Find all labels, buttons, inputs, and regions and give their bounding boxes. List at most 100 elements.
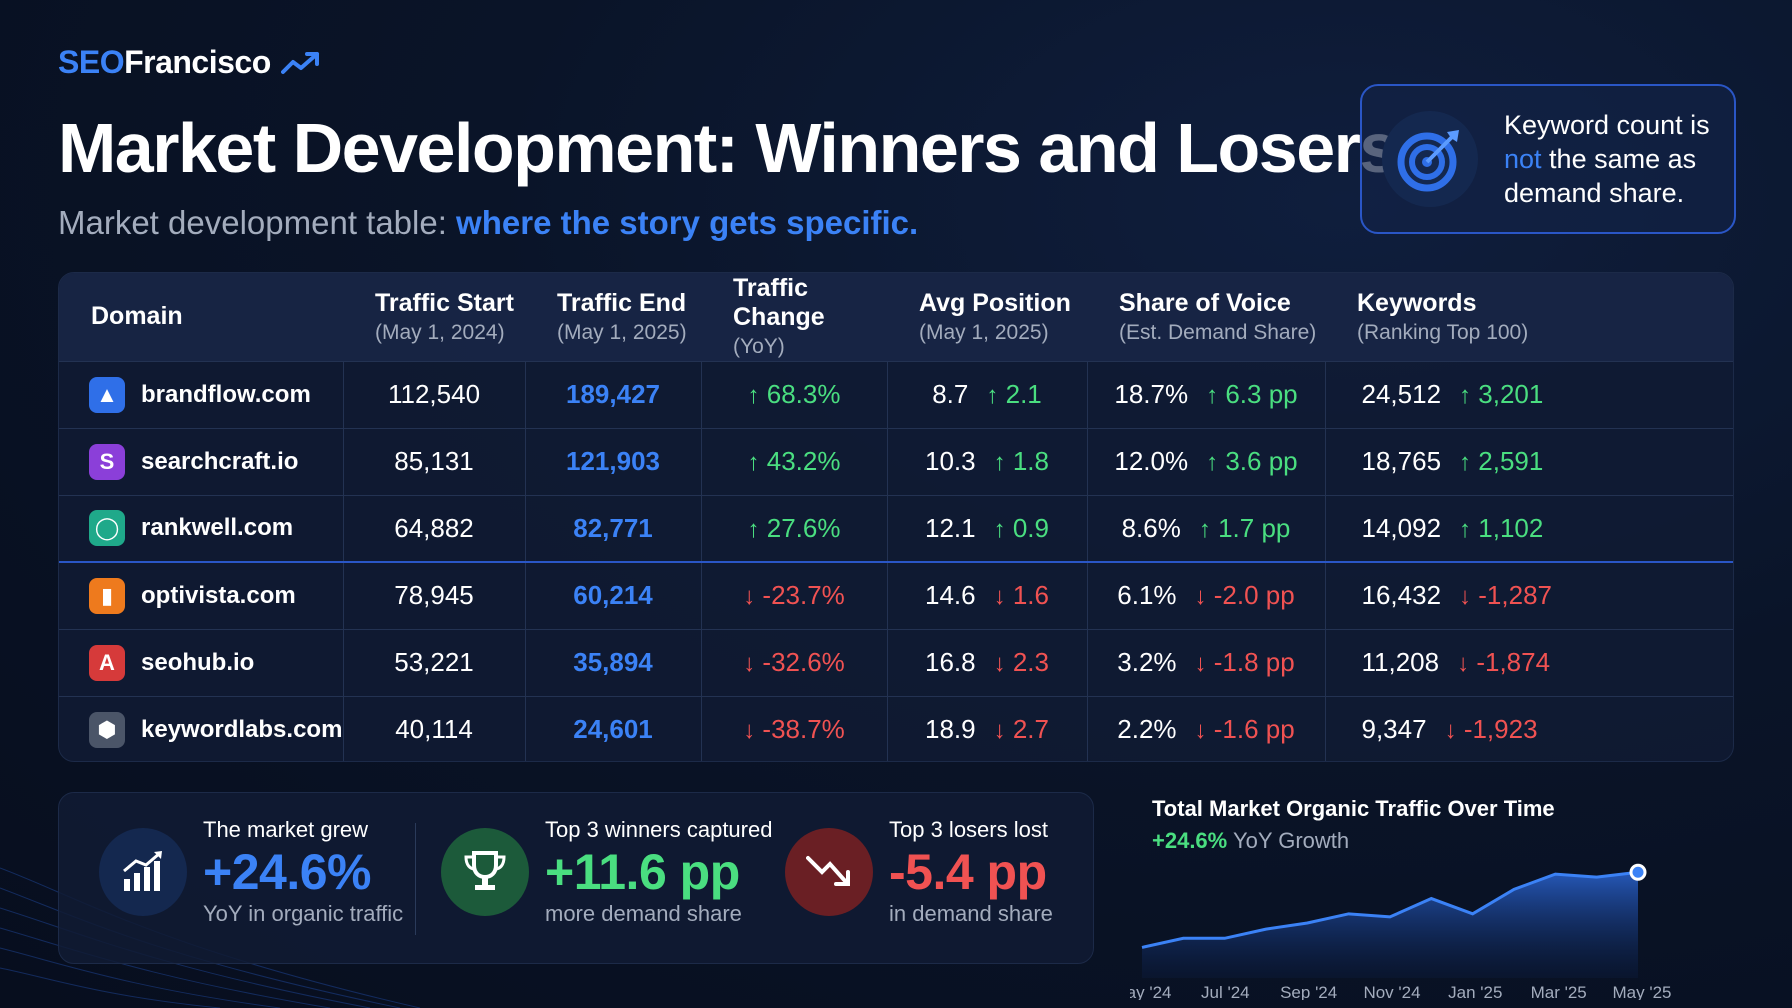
chart-end-point	[1629, 863, 1647, 881]
keywords-cell: 11,208 ↓ -1,874	[1324, 628, 1733, 696]
arrow-up-icon: ↑	[747, 449, 760, 476]
traffic-end-cell: 189,427	[524, 360, 701, 428]
summary-stats: The market grew +24.6% YoY in organic tr…	[58, 792, 1094, 964]
keywords-cell: 9,347 ↓ -1,923	[1324, 695, 1733, 761]
target-icon	[1382, 111, 1478, 207]
page-subtitle: Market development table: where the stor…	[58, 204, 919, 241]
col-keywords: Keywords (Ranking Top 100)	[1357, 288, 1529, 344]
table-row: ▲ brandflow.com 112,540 189,427 ↑ 68.3% …	[59, 360, 1733, 428]
col-avg-position: Avg Position (May 1, 2025)	[919, 288, 1071, 344]
s-letter-icon: S	[89, 443, 125, 480]
avg-position-cell: 18.9 ↓ 2.7	[886, 695, 1087, 761]
table-row: S searchcraft.io 85,131 121,903 ↑ 43.2% …	[59, 427, 1733, 495]
arrow-down-icon: ↓	[743, 717, 756, 745]
page-title: Market Development: Winners and Losers	[58, 109, 1398, 187]
chart-line	[1141, 870, 1639, 949]
table-row: ◯ rankwell.com 64,882 82,771 ↑ 27.6% 12.…	[59, 494, 1733, 562]
arrow-down-icon: ↓	[993, 583, 1006, 611]
trend-down-icon	[785, 828, 873, 916]
arrow-up-icon: ↑	[1206, 449, 1219, 476]
traffic-start-cell: 78,945	[342, 561, 525, 629]
x-tick-label: Mar '25	[1531, 983, 1587, 1000]
chart-title: Total Market Organic Traffic Over Time	[1152, 796, 1555, 821]
arrow-up-icon: ↑	[993, 449, 1006, 476]
chart-up-icon	[99, 828, 187, 916]
share-of-voice-cell: 3.2% ↓ -1.8 pp	[1086, 628, 1325, 696]
stat-market-growth: The market grew +24.6% YoY in organic tr…	[99, 817, 403, 927]
traffic-start-cell: 64,882	[342, 494, 525, 562]
mountain-icon: ▲	[89, 376, 125, 413]
arrow-up-icon: ↑	[747, 382, 760, 409]
keywords-cell: 16,432 ↓ -1,287	[1324, 561, 1733, 629]
bars-icon: ▮	[89, 577, 125, 614]
trophy-icon	[441, 828, 529, 916]
hexagon-icon: ⬢	[89, 711, 125, 748]
a-letter-icon: A	[89, 644, 125, 681]
share-of-voice-cell: 8.6% ↑ 1.7 pp	[1086, 494, 1325, 562]
keywords-cell: 18,765 ↑ 2,591	[1324, 427, 1733, 495]
domain-name[interactable]: seohub.io	[141, 648, 255, 676]
traffic-start-cell: 53,221	[342, 628, 525, 696]
stat-losers: Top 3 losers lost -5.4 pp in demand shar…	[785, 817, 1053, 927]
share-of-voice-cell: 6.1% ↓ -2.0 pp	[1086, 561, 1325, 629]
traffic-change-cell: ↓ -32.6%	[700, 628, 887, 696]
arrow-down-icon: ↓	[1194, 650, 1207, 677]
domain-name[interactable]: searchcraft.io	[141, 447, 299, 475]
arrow-down-icon: ↓	[1194, 583, 1207, 611]
share-of-voice-cell: 12.0% ↑ 3.6 pp	[1086, 427, 1325, 495]
traffic-end-cell: 24,601	[524, 695, 701, 761]
keywords-cell: 14,092 ↑ 1,102	[1324, 494, 1733, 562]
table-row: A seohub.io 53,221 35,894 ↓ -32.6% 16.8 ↓…	[59, 628, 1733, 696]
arrow-down-icon: ↓	[1444, 717, 1457, 745]
traffic-change-cell: ↑ 27.6%	[700, 494, 887, 562]
stat-winners: Top 3 winners captured +11.6 pp more dem…	[441, 817, 772, 927]
col-traffic-end: Traffic End (May 1, 2025)	[557, 288, 687, 344]
callout-text: Keyword count is not the same as demand …	[1504, 110, 1710, 208]
x-tick-label: Sep '24	[1280, 983, 1337, 1000]
domain-cell: ⬢ keywordlabs.com	[59, 695, 343, 761]
col-traffic-start: Traffic Start (May 1, 2024)	[375, 288, 514, 344]
arrow-down-icon: ↓	[1457, 650, 1470, 677]
traffic-start-cell: 85,131	[342, 427, 525, 495]
share-of-voice-cell: 18.7% ↑ 6.3 pp	[1086, 360, 1325, 428]
trend-up-icon	[280, 51, 319, 74]
domain-name[interactable]: rankwell.com	[141, 514, 294, 542]
share-of-voice-cell: 2.2% ↓ -1.6 pp	[1086, 695, 1325, 761]
avg-position-cell: 14.6 ↓ 1.6	[886, 561, 1087, 629]
domain-cell: ▮ optivista.com	[59, 561, 343, 629]
avg-position-cell: 8.7 ↑ 2.1	[886, 360, 1087, 428]
traffic-change-cell: ↑ 68.3%	[700, 360, 887, 428]
x-tick-label: Jul '24	[1201, 983, 1250, 1000]
arrow-up-icon: ↑	[1459, 449, 1472, 476]
market-table: Domain Traffic Start (May 1, 2024) Traffi…	[58, 272, 1734, 762]
domain-cell: ◯ rankwell.com	[59, 494, 343, 562]
x-tick-label: May '25	[1613, 983, 1672, 1000]
domain-cell: A seohub.io	[59, 628, 343, 696]
traffic-change-cell: ↓ -23.7%	[700, 561, 887, 629]
domain-name[interactable]: keywordlabs.com	[141, 715, 343, 743]
stat-divider	[415, 823, 416, 935]
traffic-end-cell: 82,771	[524, 494, 701, 562]
traffic-start-cell: 112,540	[342, 360, 525, 428]
arrow-up-icon: ↑	[993, 515, 1006, 543]
arrow-down-icon: ↓	[993, 650, 1006, 677]
avg-position-cell: 16.8 ↓ 2.3	[886, 628, 1087, 696]
domain-name[interactable]: optivista.com	[141, 581, 296, 609]
table-header-row: Domain Traffic Start (May 1, 2024) Traffi…	[59, 273, 1733, 361]
ring-icon: ◯	[89, 510, 125, 547]
x-tick-label: Nov '24	[1363, 983, 1420, 1000]
col-share-of-voice: Share of Voice (Est. Demand Share)	[1119, 288, 1317, 344]
domain-name[interactable]: brandflow.com	[141, 380, 311, 408]
chart-area	[1142, 872, 1638, 978]
domain-cell: ▲ brandflow.com	[59, 360, 343, 428]
arrow-up-icon: ↑	[1459, 382, 1472, 409]
arrow-up-icon: ↑	[1459, 515, 1472, 543]
x-tick-label: Jan '25	[1448, 983, 1502, 1000]
arrow-down-icon: ↓	[1459, 583, 1472, 611]
arrow-up-icon: ↑	[986, 382, 999, 409]
arrow-down-icon: ↓	[993, 717, 1006, 745]
col-traffic-change: Traffic Change (YoY)	[733, 274, 825, 359]
keywords-cell: 24,512 ↑ 3,201	[1324, 360, 1733, 428]
traffic-end-cell: 35,894	[524, 628, 701, 696]
keyword-callout: Keyword count is not the same as demand …	[1360, 84, 1736, 234]
